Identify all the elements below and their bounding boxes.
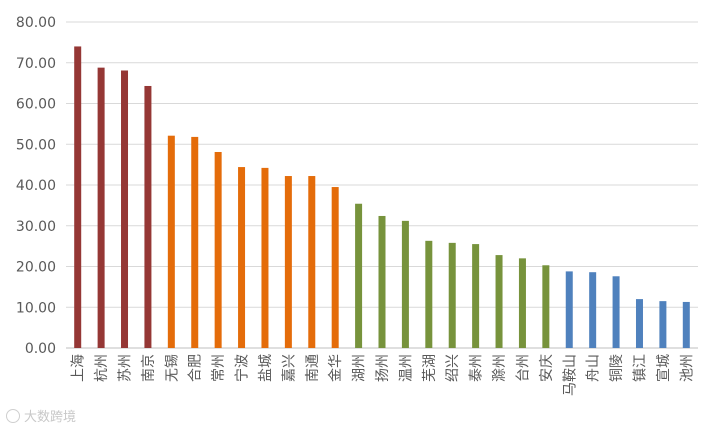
x-tick-label: 铜陵 <box>609 354 625 382</box>
x-tick-label: 金华 <box>328 354 344 382</box>
y-tick-label: 60.00 <box>16 97 56 113</box>
y-tick-label: 50.00 <box>16 137 56 153</box>
y-tick-label: 0.00 <box>25 341 56 357</box>
x-tick-label: 芜湖 <box>421 354 438 382</box>
x-tick-label: 苏州 <box>118 354 134 382</box>
x-tick-label: 舟山 <box>586 354 602 382</box>
bar-安庆 <box>542 265 550 348</box>
x-tick-label: 湖州 <box>352 354 368 382</box>
x-axis-ticks: 上海 杭州 苏州 南京 无锡 合肥 常州 宁波 盐城 嘉兴 南通 金华 湖州 扬州 温州 芜湖 绍兴 泰州 滁州 台州… <box>71 354 696 396</box>
bar-马鞍山 <box>565 271 573 348</box>
bar-嘉兴 <box>284 176 292 348</box>
bar-温州 <box>401 220 409 348</box>
bars <box>74 46 690 349</box>
x-tick-label: 镇江 <box>632 354 648 382</box>
y-tick-label: 10.00 <box>16 300 56 316</box>
bar-镇江 <box>635 299 643 348</box>
bar-杭州 <box>97 67 105 348</box>
x-tick-label: 扬州 <box>375 354 391 382</box>
x-tick-label: 绍兴 <box>445 354 461 382</box>
bar-常州 <box>214 151 222 348</box>
bar-南京 <box>144 85 152 348</box>
x-tick-label: 泰州 <box>469 354 485 382</box>
bar-合肥 <box>191 136 199 348</box>
bar-扬州 <box>378 215 386 348</box>
x-tick-label: 宣城 <box>656 354 672 382</box>
x-tick-label: 无锡 <box>164 354 180 382</box>
x-tick-label: 南通 <box>305 354 321 382</box>
y-tick-label: 20.00 <box>16 260 56 276</box>
x-tick-label: 池州 <box>679 354 695 382</box>
bar-铜陵 <box>612 276 620 348</box>
bar-台州 <box>518 258 526 348</box>
x-tick-label: 南京 <box>141 354 157 382</box>
x-tick-label: 杭州 <box>94 354 110 382</box>
y-tick-label: 30.00 <box>16 219 56 235</box>
x-tick-label: 盐城 <box>258 354 274 382</box>
bar-苏州 <box>121 70 129 349</box>
bar-舟山 <box>589 272 597 348</box>
bar-上海 <box>74 46 82 348</box>
x-tick-label: 安庆 <box>539 354 555 382</box>
bar-湖州 <box>355 203 363 348</box>
x-tick-label: 温州 <box>398 354 414 382</box>
bar-池州 <box>682 301 690 348</box>
x-tick-label: 嘉兴 <box>281 354 297 382</box>
y-tick-label: 40.00 <box>16 178 56 194</box>
x-tick-label: 马鞍山 <box>562 354 578 396</box>
bar-盐城 <box>261 167 269 348</box>
logo-circle-icon <box>6 408 20 423</box>
bar-绍兴 <box>448 242 456 348</box>
watermark-text: 大数跨境 <box>24 410 77 425</box>
x-tick-label: 合肥 <box>188 354 204 382</box>
y-tick-label: 70.00 <box>16 56 56 72</box>
bar-南通 <box>308 176 316 348</box>
x-tick-label: 常州 <box>211 354 227 382</box>
y-tick-label: 80.00 <box>16 15 56 31</box>
watermark: 大数跨境 <box>6 406 76 425</box>
bar-滁州 <box>495 255 503 348</box>
y-axis-ticks: 0.00 10.00 20.00 30.00 40.00 50.00 60.00 70.00 8… <box>16 15 56 357</box>
x-tick-label: 台州 <box>515 354 531 382</box>
bar-宣城 <box>659 301 667 348</box>
bar-宁波 <box>238 167 246 348</box>
x-tick-label: 滁州 <box>492 354 508 382</box>
bar-无锡 <box>167 135 175 348</box>
bar-芜湖 <box>425 240 433 348</box>
bar-泰州 <box>472 244 480 348</box>
x-tick-label: 宁波 <box>234 354 251 382</box>
bar-金华 <box>331 187 339 348</box>
x-tick-label: 上海 <box>71 354 87 382</box>
